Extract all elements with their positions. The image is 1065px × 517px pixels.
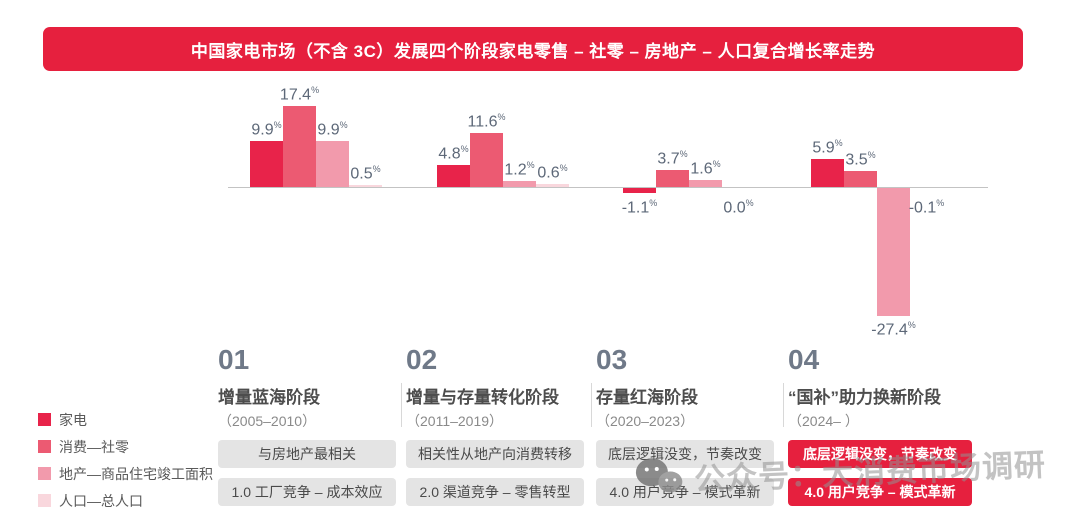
bar-value-label: 3.5% [845,149,876,168]
x-axis-line [228,187,988,188]
stage-title: “国补”助力换新阶段 [788,388,941,407]
bar [470,132,503,187]
stage-number: 01 [218,344,250,375]
bar-value-label: 4.8% [438,143,469,162]
stage-title: 增量蓝海阶段 [218,388,320,407]
stage-number: 04 [788,344,820,375]
stage-years: （2011–2019） [406,413,504,429]
bar-value-label: 17.4% [279,84,320,104]
stage-title: 存量红海阶段 [596,388,698,407]
stage-number: 02 [406,344,438,375]
title-banner: 中国家电市场（不含 3C）发展四个阶段家电零售 – 社零 – 房地产 – 人口复… [43,27,1023,71]
legend-item-population: 人口—总人口 [38,487,213,514]
stage-divider [783,383,784,427]
legend-item-retail: 消费—社零 [38,433,213,460]
stage-note-box: 底层逻辑没变，节奏改变 [596,440,774,468]
legend-label: 人口—总人口 [59,492,143,509]
bar-value-label: 1.2% [504,160,535,179]
bar [283,105,316,187]
bar [656,169,689,187]
bar-value-label: 3.7% [657,148,688,168]
bar-value-label: 11.6% [467,111,506,131]
stage-divider [401,383,402,427]
stage-years: （2005–2010） [218,413,317,429]
bar-value-label: 5.9% [812,138,843,157]
bar-value-label: 9.9% [317,119,348,139]
stage-divider [591,383,592,427]
bar [503,181,536,187]
bar [250,140,283,187]
stage-note-box: 1.0 工厂竞争 – 成本效应 [218,478,396,506]
stage-note-box: 2.0 渠道竞争 – 零售转型 [406,478,584,506]
stage-note-box: 底层逻辑没变，节奏改变 [788,440,972,468]
bar [811,159,844,187]
bar-value-label: 0.0% [723,198,754,217]
bar-value-label: 0.5% [350,163,381,182]
chart-legend: 家电 消费—社零 地产—商品住宅竣工面积 人口—总人口 [38,406,213,514]
bar-value-label: -27.4% [871,319,916,339]
stage-column-2: 02 增量与存量转化阶段 （2011–2019） 相关性从地产向消费转移 2.0… [401,344,584,506]
legend-swatch [38,413,51,426]
bar-value-label: -1.1% [621,198,658,217]
bar [536,184,569,187]
legend-label: 家电 [59,411,87,428]
stage-years: （2024– ） [788,413,859,429]
stage-column-3: 03 存量红海阶段 （2020–2023） 底层逻辑没变，节奏改变 4.0 用户… [591,344,774,506]
stage-column-1: 01 增量蓝海阶段 （2005–2010） 与房地产最相关 1.0 工厂竞争 –… [218,344,396,506]
stage-column-4: 04 “国补”助力换新阶段 （2024– ） 底层逻辑没变，节奏改变 4.0 用… [783,344,972,506]
bar-value-label: 0.6% [537,163,568,182]
legend-swatch [38,467,51,480]
bar-value-label: -0.1% [908,198,945,217]
stage-note-box: 与房地产最相关 [218,440,396,468]
legend-item-realestate: 地产—商品住宅竣工面积 [38,460,213,487]
bar-value-label: 1.6% [690,158,721,177]
page-title: 中国家电市场（不含 3C）发展四个阶段家电零售 – 社零 – 房地产 – 人口复… [190,41,876,61]
stage-note-box: 4.0 用户竞争 – 模式革新 [596,478,774,506]
bar [689,179,722,187]
stage-title: 增量与存量转化阶段 [406,388,559,407]
stage-number: 03 [596,344,628,375]
bar [437,164,470,187]
legend-label: 地产—商品住宅竣工面积 [59,465,213,482]
legend-label: 消费—社零 [59,438,129,455]
bar [349,184,382,187]
bar [316,140,349,187]
stage-note-box: 4.0 用户竞争 – 模式革新 [788,478,972,506]
bar [877,188,910,316]
stage-years: （2020–2023） [596,413,695,429]
bar-value-label: 9.9% [251,119,282,139]
stage-note-box: 相关性从地产向消费转移 [406,440,584,468]
bar [623,188,656,194]
legend-swatch [38,440,51,453]
legend-swatch [38,494,51,507]
bar [844,170,877,187]
legend-item-appliance: 家电 [38,406,213,433]
